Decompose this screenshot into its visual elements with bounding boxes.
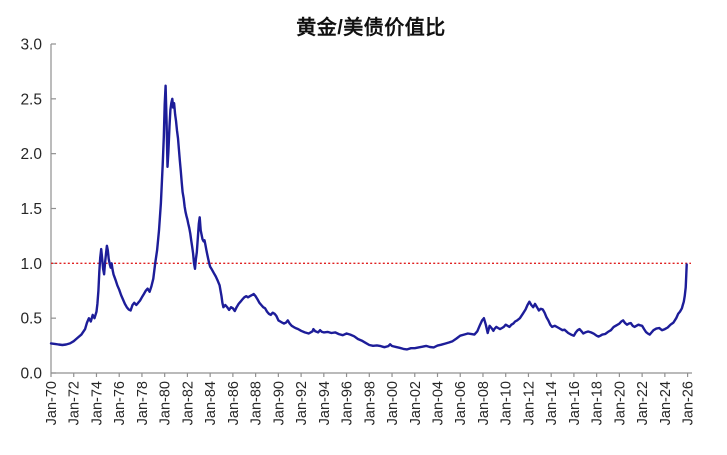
x-tick-label: Jan-84 — [203, 381, 219, 425]
x-tick-label: Jan-06 — [453, 381, 469, 425]
x-tick-label: Jan-86 — [226, 381, 242, 425]
x-tick-label: Jan-04 — [431, 381, 447, 425]
chart-title: 黄金/美债价值比 — [296, 17, 446, 39]
y-tick-label: 3.0 — [20, 37, 42, 54]
y-tick-label: 2.0 — [20, 146, 42, 163]
y-tick-label: 0.0 — [20, 366, 42, 383]
x-tick-label: Jan-00 — [385, 381, 401, 425]
x-tick-label: Jan-22 — [635, 381, 651, 425]
ratio-line — [49, 84, 688, 351]
x-tick-label: Jan-20 — [612, 381, 628, 425]
x-tick-label: Jan-12 — [521, 381, 537, 425]
x-tick-label: Jan-14 — [544, 381, 560, 425]
x-tick-label: Jan-18 — [590, 381, 606, 425]
y-tick-label: 1.5 — [20, 201, 42, 218]
x-tick-label: Jan-10 — [499, 381, 515, 425]
x-tick-label: Jan-78 — [135, 381, 151, 425]
x-tick-label: Jan-02 — [408, 381, 424, 425]
x-tick-label: Jan-76 — [112, 381, 128, 425]
x-tick-label: Jan-90 — [271, 381, 287, 425]
x-tick-label: Jan-16 — [567, 381, 583, 425]
x-tick-label: Jan-92 — [294, 381, 310, 425]
x-tick-label: Jan-80 — [158, 381, 174, 425]
x-tick-label: Jan-72 — [67, 381, 83, 425]
x-tick-label: Jan-24 — [658, 381, 674, 425]
x-tick-label: Jan-98 — [362, 381, 378, 425]
y-tick-label: 0.5 — [20, 311, 42, 328]
x-tick-label: Jan-94 — [317, 381, 333, 425]
x-tick-label: Jan-26 — [681, 381, 697, 425]
y-tick-label: 2.5 — [20, 91, 42, 108]
x-tick-label: Jan-96 — [340, 381, 356, 425]
x-tick-label: Jan-08 — [476, 381, 492, 425]
x-tick-label: Jan-88 — [249, 381, 265, 425]
x-tick-label: Jan-74 — [89, 381, 105, 425]
y-tick-label: 1.0 — [20, 256, 42, 273]
x-tick-label: Jan-70 — [44, 381, 60, 425]
x-tick-label: Jan-82 — [180, 381, 196, 425]
